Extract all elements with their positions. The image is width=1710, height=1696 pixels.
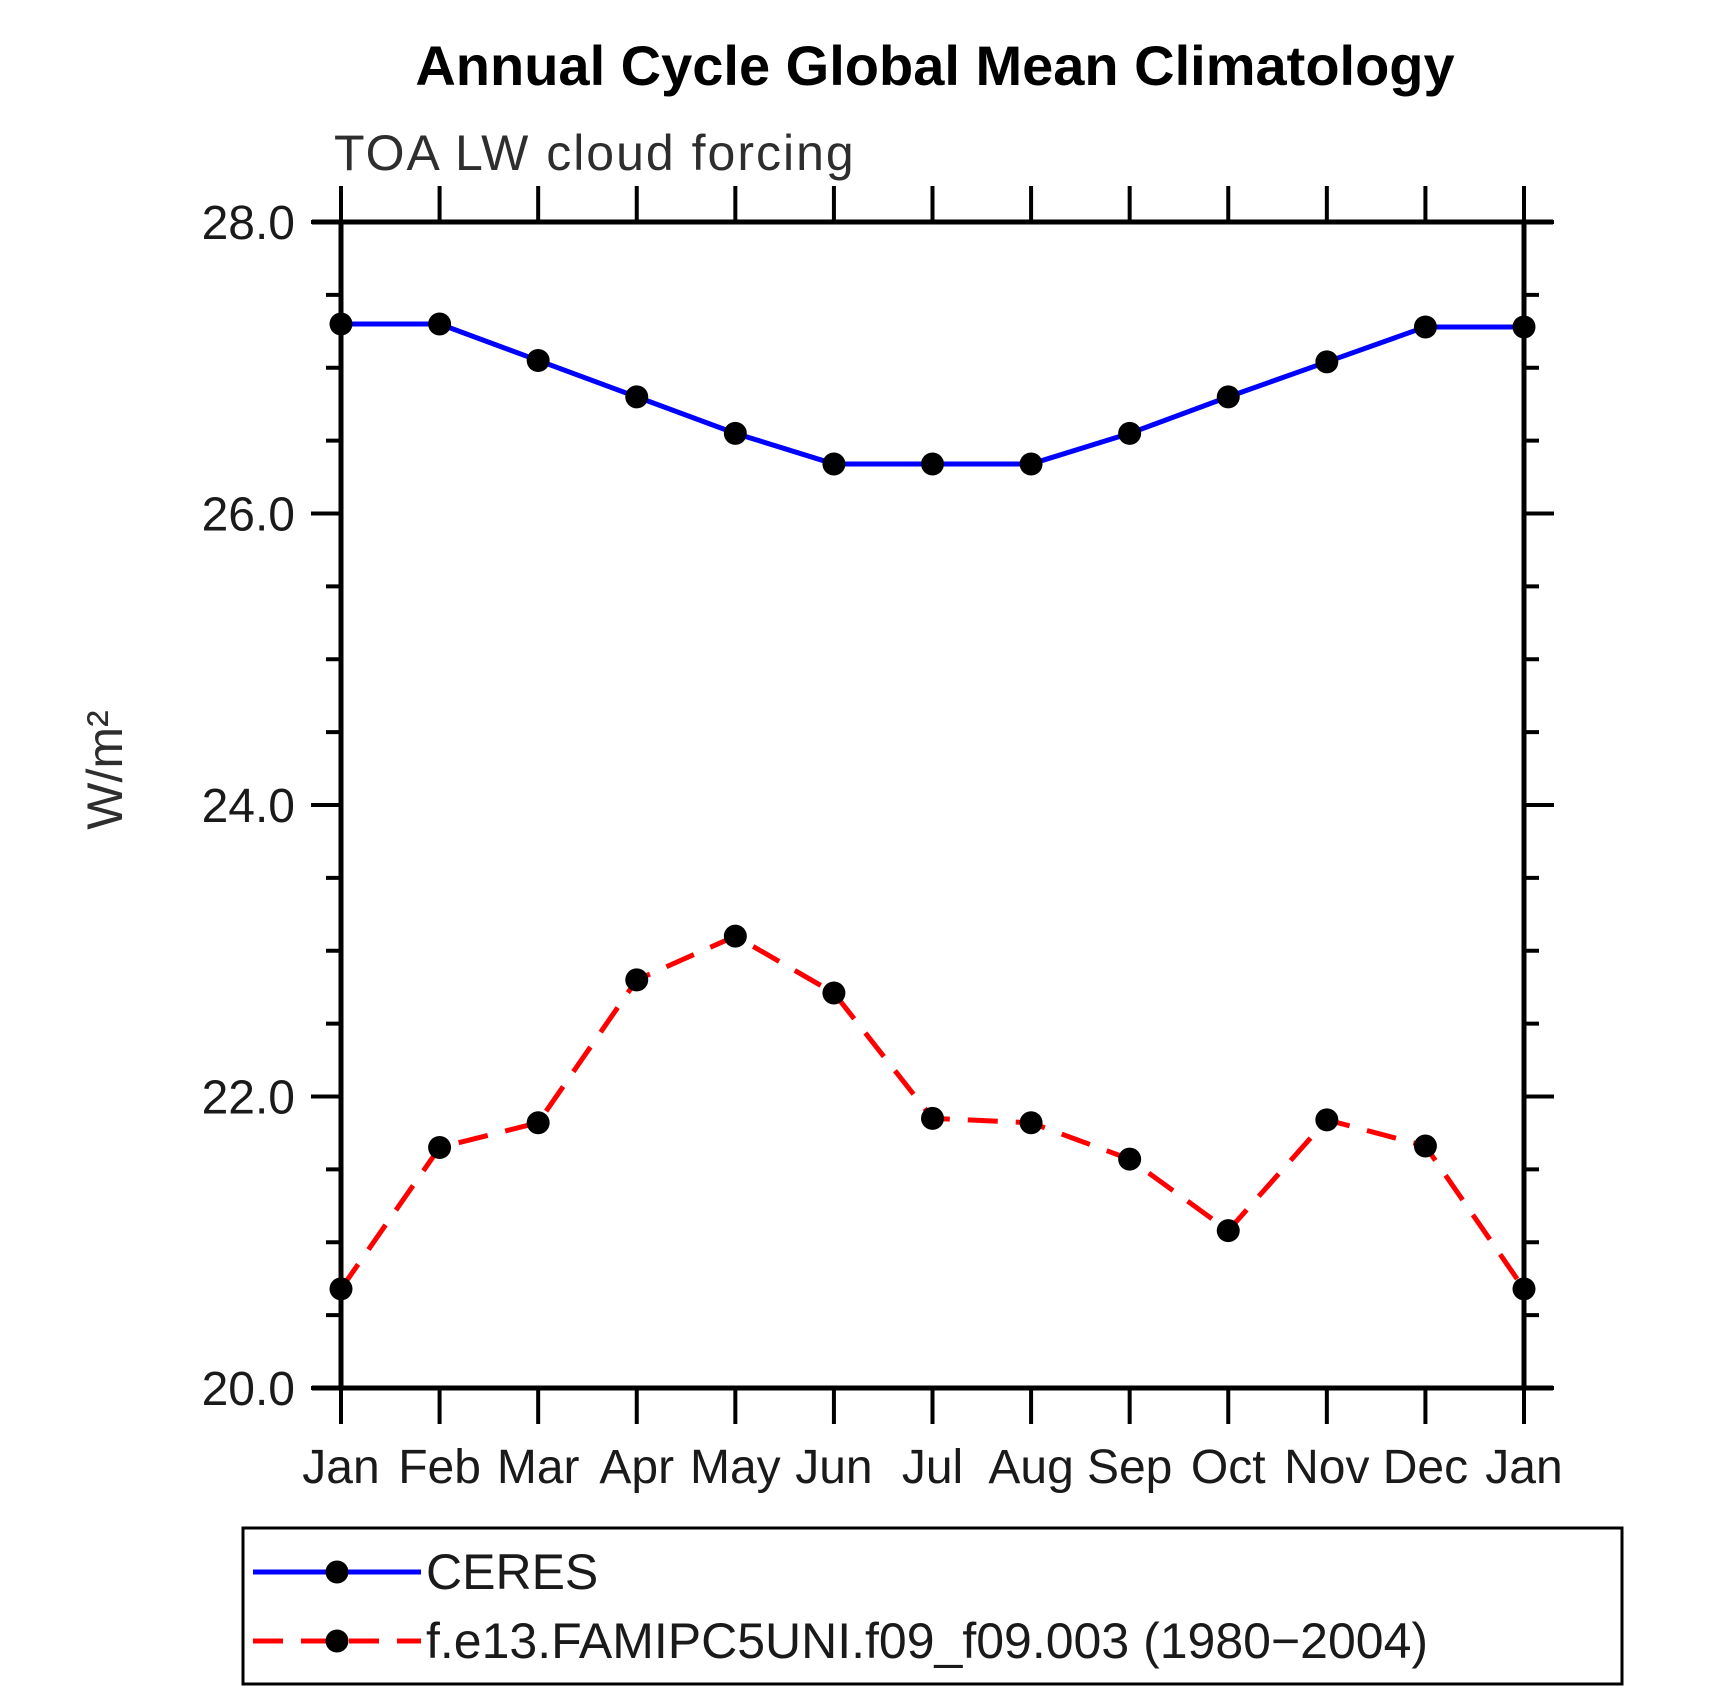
y-tick-label: 26.0	[202, 489, 295, 542]
x-tick-label: Sep	[1087, 1441, 1172, 1494]
data-point	[1216, 385, 1240, 409]
x-tick-label: Jul	[902, 1441, 963, 1494]
data-point	[822, 981, 846, 1005]
x-tick-label: Aug	[988, 1441, 1073, 1494]
data-point	[1413, 315, 1437, 339]
data-point	[1512, 315, 1536, 339]
legend-label-model: f.e13.FAMIPC5UNI.f09_f09.003 (1980−2004)	[426, 1613, 1428, 1669]
data-point	[625, 385, 649, 409]
data-point	[625, 968, 649, 992]
data-point	[329, 312, 353, 336]
legend-sample-marker-0	[325, 1560, 349, 1584]
chart-subtitle: TOA LW cloud forcing	[334, 125, 856, 181]
data-point	[1413, 1134, 1437, 1158]
data-point	[921, 1106, 944, 1130]
legend-samples	[253, 1560, 421, 1653]
data-point	[428, 312, 452, 336]
x-tick-label: Oct	[1191, 1441, 1266, 1494]
chart-title: Annual Cycle Global Mean Climatology	[415, 34, 1454, 97]
data-point	[723, 421, 747, 445]
y-tick-label: 20.0	[202, 1363, 295, 1416]
data-point	[526, 348, 550, 372]
data-point	[822, 452, 846, 476]
data-point	[723, 924, 747, 948]
y-tick-label: 28.0	[202, 197, 295, 250]
x-tick-label: Mar	[497, 1441, 580, 1494]
data-point	[428, 1136, 452, 1160]
plot-axes	[311, 186, 1554, 1424]
data-point	[1118, 421, 1142, 445]
data-point	[1216, 1219, 1240, 1243]
data-point	[1315, 1108, 1339, 1132]
x-tick-label: May	[690, 1441, 781, 1494]
series-line-0	[341, 321, 1524, 467]
data-point	[1019, 452, 1043, 476]
data-point	[921, 452, 944, 476]
x-tick-label: Dec	[1383, 1441, 1468, 1494]
x-tick-label: Feb	[398, 1441, 481, 1494]
legend-label-ceres: CERES	[426, 1544, 598, 1600]
y-tick-label: 24.0	[202, 780, 295, 833]
legend-box	[241, 1526, 1624, 1686]
y-tick-labels: 28.0 26.0 24.0 22.0 20.0	[202, 197, 295, 1416]
y-tick-label: 22.0	[202, 1072, 295, 1125]
x-tick-label: Jan	[302, 1441, 379, 1494]
data-point	[1019, 1111, 1043, 1135]
y-axis-label: W/m²	[77, 710, 133, 829]
x-tick-labels: Jan Feb Mar Apr May Jun Jul Aug Sep Oct Nov Dec Jan	[302, 1441, 1562, 1494]
legend: CERES f.e13.FAMIPC5UNI.f09_f09.003 (1980…	[241, 1526, 1624, 1686]
x-tick-label: Apr	[599, 1441, 674, 1494]
data-point	[1315, 350, 1339, 374]
x-tick-label: Jan	[1485, 1441, 1562, 1494]
legend-sample-marker-1	[325, 1629, 349, 1653]
data-point	[526, 1111, 550, 1135]
data-point	[1512, 1277, 1536, 1301]
x-tick-label: Jun	[795, 1441, 872, 1494]
series-layer	[329, 312, 1536, 1301]
data-point	[329, 1277, 353, 1301]
x-tick-label: Nov	[1284, 1441, 1369, 1494]
data-point	[1118, 1147, 1142, 1171]
